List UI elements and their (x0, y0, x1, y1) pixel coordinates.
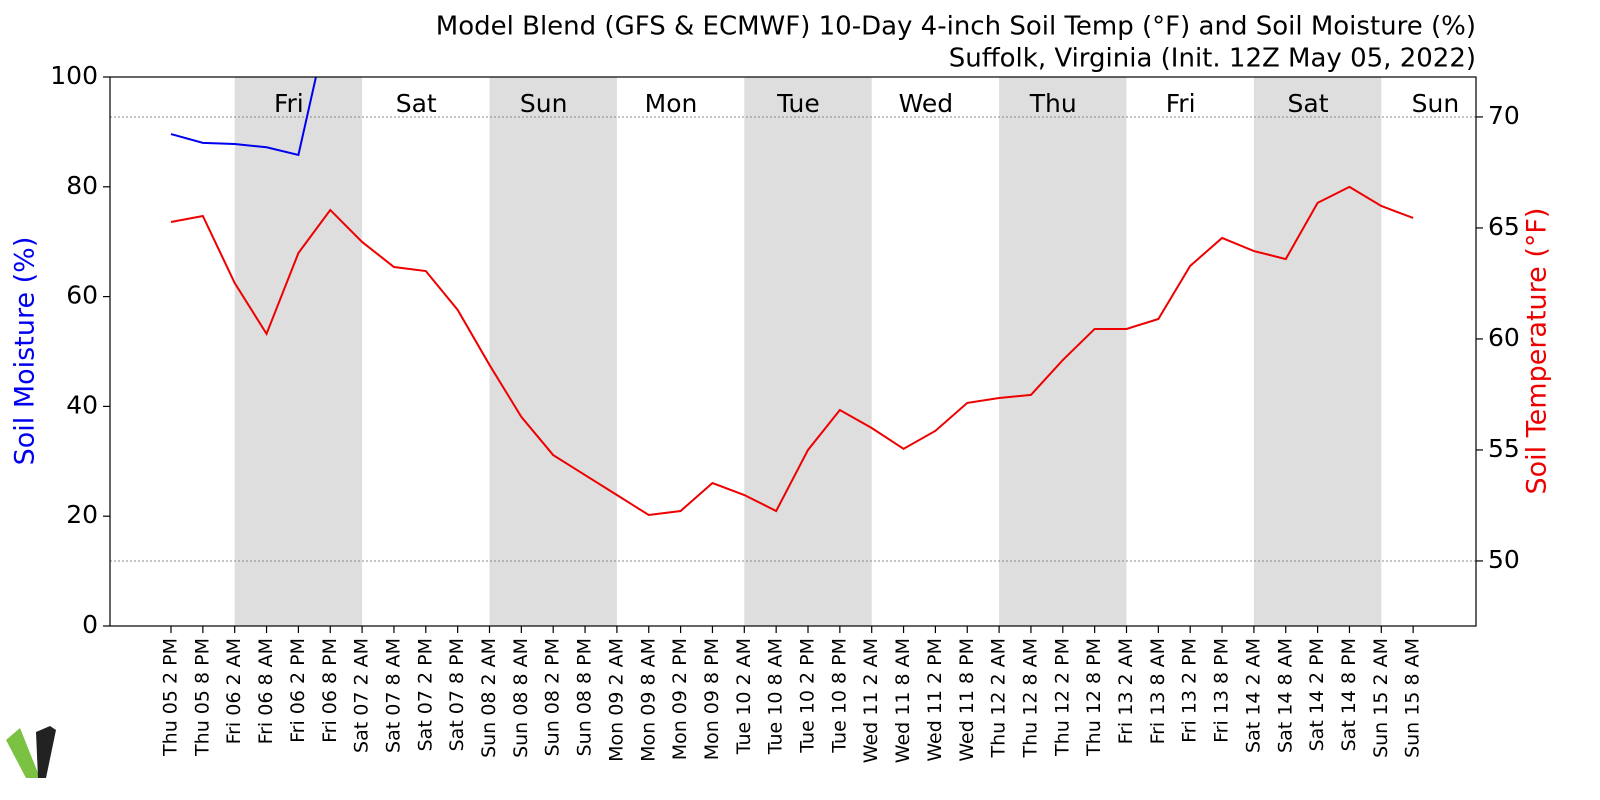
y2-tick-label: 70 (1488, 101, 1520, 130)
shading (234, 77, 1382, 626)
day-label: Tue (776, 89, 820, 118)
x-tick-label: Fri 13 2 PM (1179, 638, 1201, 743)
x-tick-label: Fri 13 2 AM (1115, 638, 1137, 744)
x-tick-label: Sun 08 2 AM (478, 638, 500, 758)
y2-axis-label: Soil Temperature (°F) (1522, 208, 1553, 495)
day-label: Mon (645, 89, 698, 118)
x-tick-label: Sat 14 8 AM (1274, 638, 1296, 753)
x-tick-label: Thu 12 2 PM (1051, 638, 1073, 757)
y-tick-label: 80 (66, 171, 98, 200)
day-label: Sat (396, 89, 437, 118)
x-tick-label: Thu 12 8 AM (1019, 638, 1041, 758)
y-tick-label: 20 (66, 500, 98, 529)
x-tick-label: Mon 09 2 PM (669, 638, 691, 760)
x-tick-label: Tue 10 8 PM (828, 638, 850, 754)
x-tick-label: Fri 13 8 AM (1147, 638, 1169, 744)
x-tick-label: Fri 06 2 AM (223, 638, 245, 744)
y-axis-label: Soil Moisture (%) (10, 237, 41, 466)
day-label: Sat (1288, 89, 1329, 118)
x-tick-label: Thu 05 8 PM (191, 638, 213, 757)
x-tick-label: Thu 05 2 PM (160, 638, 182, 757)
x-tick-label: Tue 10 2 PM (797, 638, 819, 754)
x-tick-label: Wed 11 8 PM (956, 638, 978, 762)
day-shade (1253, 77, 1382, 626)
series-line (170, 185, 1414, 517)
chart-subtitle: Suffolk, Virginia (Init. 12Z May 05, 202… (949, 44, 1476, 74)
x-tick-label: Sun 15 8 AM (1402, 638, 1424, 758)
logo (6, 726, 56, 778)
x-tick-label: Sat 14 2 AM (1242, 638, 1264, 753)
y2-tick-label: 65 (1488, 212, 1520, 241)
series-line (170, 77, 317, 157)
y-tick-label: 0 (82, 610, 98, 639)
x-tick-label: Sat 14 8 PM (1338, 638, 1360, 751)
day-shade (999, 77, 1127, 626)
x-tick-label: Wed 11 2 PM (924, 638, 946, 762)
x-tick-label: Fri 06 2 PM (287, 638, 309, 743)
y-tick-label: 100 (50, 61, 98, 90)
x-tick-label: Sat 07 2 AM (351, 638, 373, 753)
x-tick-label: Sun 08 8 PM (574, 638, 596, 756)
x-tick-label: Fri 13 8 PM (1211, 638, 1233, 743)
day-label: Fri (274, 89, 304, 118)
day-label: Sun (1412, 89, 1460, 118)
x-tick-label: Sat 07 8 PM (446, 638, 468, 751)
x-tick-label: Mon 09 8 PM (701, 638, 723, 760)
x-tick-label: Sat 14 2 PM (1306, 638, 1328, 751)
x-tick-label: Wed 11 8 AM (892, 638, 914, 763)
x-tick-label: Sun 15 2 AM (1370, 638, 1392, 758)
x-tick-label: Wed 11 2 AM (860, 638, 882, 763)
y2-tick-label: 50 (1488, 545, 1520, 574)
chart-title: Model Blend (GFS & ECMWF) 10-Day 4-inch … (436, 12, 1476, 42)
plot-frame (109, 76, 1477, 627)
day-label: Sun (520, 89, 568, 118)
day-shade (744, 77, 872, 626)
x-tick-label: Tue 10 2 AM (733, 638, 755, 755)
x-tick-label: Thu 12 8 PM (1083, 638, 1105, 757)
day-shade (234, 77, 363, 626)
x-tick-label: Sat 07 2 PM (414, 638, 436, 751)
x-tick-label: Sun 08 2 PM (542, 638, 564, 756)
x-tick-label: Fri 06 8 PM (319, 638, 341, 743)
day-shade (489, 77, 617, 626)
day-label: Thu (1029, 89, 1077, 118)
day-label: Wed (899, 89, 954, 118)
y-tick-label: 40 (66, 390, 98, 419)
y2-tick-label: 60 (1488, 323, 1520, 352)
y2-tick-label: 55 (1488, 434, 1520, 463)
x-tick-label: Mon 09 2 AM (605, 638, 627, 762)
y-tick-label: 60 (66, 281, 98, 310)
x-tick-label: Mon 09 8 AM (637, 638, 659, 762)
x-tick-label: Sat 07 8 AM (382, 638, 404, 753)
x-tick-label: Tue 10 8 AM (765, 638, 787, 755)
day-label: Fri (1166, 89, 1196, 118)
x-tick-label: Sun 08 8 AM (510, 638, 532, 758)
x-tick-label: Fri 06 8 AM (255, 638, 277, 744)
x-tick-label: Thu 12 2 AM (988, 638, 1010, 758)
